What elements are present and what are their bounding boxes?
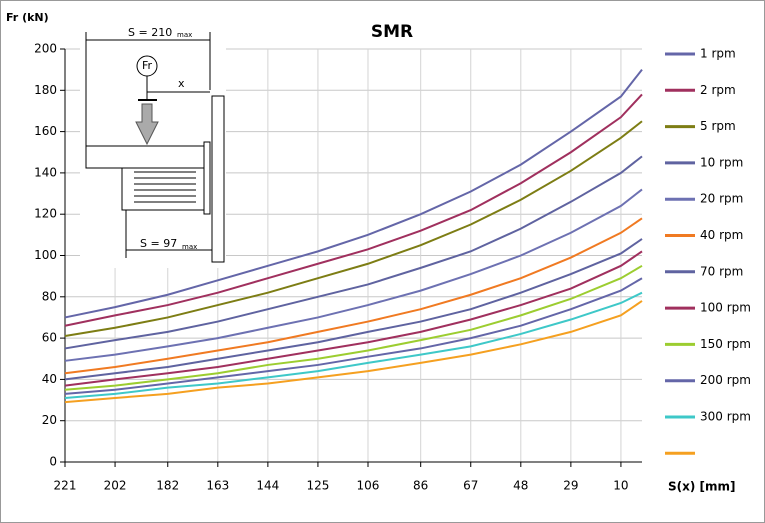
inset-diagram: S = 210 max Fr x S = 97 max <box>80 26 226 268</box>
series-line <box>64 188 643 362</box>
x-tick-label: 67 <box>463 479 478 493</box>
x-tick-label: 144 <box>256 479 279 493</box>
y-tick-label: 100 <box>34 248 57 262</box>
annotation: max <box>182 243 197 251</box>
x-axis-label: S(x) [mm] <box>668 480 736 494</box>
y-tick-label: 20 <box>42 413 57 427</box>
x-tick-label: 48 <box>513 479 528 493</box>
legend-label: 150 rpm <box>700 337 751 351</box>
series-line <box>64 155 643 350</box>
force-arrow <box>135 103 159 146</box>
legend: 1 rpm 2 rpm 5 rpm 10 rpm 20 rpm 40 rpm 70 rpm 1… <box>665 47 751 455</box>
series-line <box>64 93 643 327</box>
flange <box>211 95 225 263</box>
y-tick-label: 80 <box>42 289 57 303</box>
annotation: max <box>177 31 192 39</box>
x-tick-label: 106 <box>357 479 380 493</box>
legend-label: 1 rpm <box>700 47 736 61</box>
legend-label: 100 rpm <box>700 301 751 315</box>
y-tick-label: 120 <box>34 207 57 221</box>
x-tick-label: 163 <box>206 479 229 493</box>
annotation: S = 97 <box>140 237 177 250</box>
gear-teeth <box>134 171 196 203</box>
legend-label: 300 rpm <box>700 410 751 424</box>
series-line <box>64 264 643 391</box>
annotation: Fr <box>142 59 153 72</box>
annotation: S = 210 <box>128 26 172 39</box>
series-line <box>64 277 643 395</box>
y-tick-label: 160 <box>34 124 57 138</box>
x-tick-label: 10 <box>613 479 628 493</box>
series-line <box>64 291 643 399</box>
y-tick-label: 200 <box>34 42 57 56</box>
part <box>203 141 211 215</box>
x-tick-label: 221 <box>54 479 77 493</box>
chart-title: SMR <box>371 22 413 42</box>
lines <box>64 69 643 404</box>
x-tick-label: 202 <box>104 479 127 493</box>
y-axis-label: Fr (kN) <box>6 11 49 24</box>
legend-label: 40 rpm <box>700 228 743 242</box>
annotation: x <box>178 77 185 90</box>
y-tick-label: 180 <box>34 83 57 97</box>
series-line <box>64 120 643 338</box>
series-line <box>64 250 643 387</box>
legend-label: 70 rpm <box>700 264 743 278</box>
x-tick-label: 125 <box>306 479 329 493</box>
series-line <box>64 238 643 381</box>
series-line <box>64 217 643 375</box>
y-tick-label: 140 <box>34 165 57 179</box>
y-tick-label: 60 <box>42 331 57 345</box>
x-tick-label: 29 <box>563 479 578 493</box>
part <box>121 167 205 211</box>
legend-label: 200 rpm <box>700 373 751 387</box>
legend-label: 5 rpm <box>700 119 736 133</box>
y-tick-label: 40 <box>42 372 57 386</box>
series-line <box>64 69 643 319</box>
series-line <box>64 300 643 404</box>
legend-label: 10 rpm <box>700 155 743 169</box>
legend-label: 2 rpm <box>700 83 736 97</box>
y-tick-label: 0 <box>49 455 57 469</box>
legend-label: 20 rpm <box>700 192 743 206</box>
x-tick-label: 86 <box>413 479 428 493</box>
x-tick-label: 182 <box>156 479 179 493</box>
part <box>85 145 205 169</box>
